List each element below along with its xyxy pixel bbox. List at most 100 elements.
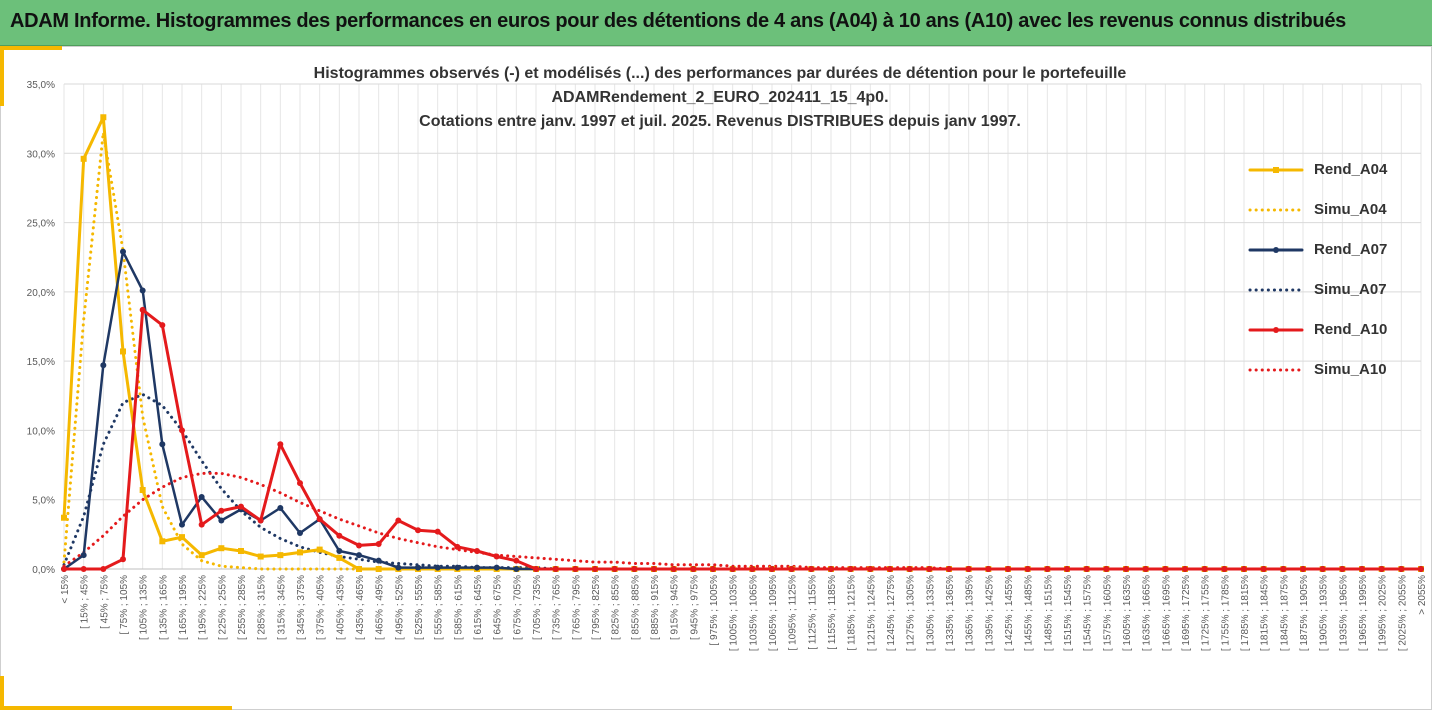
data-point-rend_a10: [297, 480, 303, 487]
x-tick-label: [ 1785% ; 1815%: [1240, 575, 1251, 651]
data-point-rend_a10: [218, 507, 225, 514]
x-tick-label: [ 1035% ; 1065%: [748, 575, 759, 651]
x-tick-label: [ 1755% ; 1785%: [1220, 575, 1231, 651]
data-point-rend_a10: [316, 516, 323, 523]
y-tick-label: 10,0%: [27, 426, 55, 437]
legend-swatch-marker: [1273, 167, 1279, 173]
legend-label: Rend_A10: [1314, 321, 1388, 338]
x-tick-label: [ 1665% ; 1695%: [1161, 575, 1172, 651]
accent-bar-top: [0, 46, 62, 50]
legend-swatch-marker: [1273, 247, 1279, 253]
x-tick-label: [ 495% ; 525%: [394, 575, 405, 640]
chart-title-line-1: Histogrammes observés (-) et modélisés (…: [313, 65, 1127, 82]
data-point-rend_a10: [277, 441, 284, 448]
data-point-rend_a04: [100, 114, 107, 121]
data-point-rend_a10: [61, 566, 67, 572]
data-point-rend_a10: [434, 528, 441, 535]
x-tick-label: [ 1845% ; 1875%: [1279, 575, 1290, 651]
data-point-rend_a07: [415, 564, 421, 571]
x-tick-label: [ 2025% ; 2055%: [1397, 575, 1408, 651]
data-point-rend_a10: [120, 556, 126, 563]
data-point-rend_a10: [336, 532, 343, 539]
accent-bar-left-bottom: [0, 676, 4, 710]
data-point-rend_a10: [198, 521, 205, 528]
data-point-rend_a07: [100, 362, 107, 369]
x-tick-label: [ 975% ; 1005%: [709, 575, 720, 646]
data-point-rend_a10: [592, 566, 598, 572]
legend-label: Rend_A04: [1314, 161, 1388, 178]
data-point-rend_a10: [100, 566, 107, 572]
x-tick-label: [ 1275% ; 1305%: [906, 575, 917, 651]
data-point-rend_a04: [218, 545, 225, 552]
series-line-rend_a10: [62, 308, 1423, 571]
data-point-rend_a10: [1162, 566, 1169, 572]
x-tick-label: [ 195% ; 225%: [198, 575, 209, 640]
x-tick-label: [ 375% ; 405%: [316, 575, 327, 640]
data-point-rend_a10: [710, 566, 716, 572]
data-point-rend_a10: [926, 566, 933, 572]
data-point-rend_a10: [1378, 566, 1385, 572]
x-tick-label: [ 795% ; 825%: [591, 575, 602, 640]
x-tick-label: [ 1005% ; 1035%: [729, 575, 740, 651]
data-point-rend_a10: [906, 566, 913, 572]
y-tick-label: 20,0%: [27, 288, 55, 299]
x-tick-label: [ 1095% ; 1125%: [788, 575, 799, 651]
data-point-rend_a04: [139, 487, 146, 494]
x-tick-label: [ 1635% ; 1665%: [1142, 575, 1153, 651]
data-point-rend_a10: [179, 427, 185, 434]
x-tick-label: [ 525% ; 555%: [414, 575, 425, 640]
chart-title-line-3: Cotations entre janv. 1997 et juil. 2025…: [419, 113, 1021, 130]
legend-swatch: [1248, 167, 1304, 173]
legend-swatch: [1248, 327, 1304, 333]
data-point-rend_a10: [572, 566, 579, 572]
accent-bar-left-top: [0, 46, 4, 106]
x-tick-label: [ 45% ; 75%: [99, 575, 110, 629]
data-point-rend_a10: [651, 566, 657, 572]
data-point-rend_a10: [1319, 566, 1326, 572]
legend-swatch: [1248, 247, 1304, 253]
data-point-rend_a10: [1123, 566, 1129, 572]
x-tick-label: [ 1935% ; 1965%: [1338, 575, 1349, 651]
x-tick-label: [ 855% ; 885%: [630, 575, 641, 640]
data-point-rend_a04: [356, 566, 362, 572]
data-point-rend_a04: [375, 566, 382, 572]
data-point-rend_a07: [198, 493, 205, 500]
data-point-rend_a04: [198, 552, 205, 559]
y-tick-label: 0,0%: [32, 565, 55, 576]
data-point-rend_a10: [729, 566, 736, 572]
x-tick-label: [ 705% ; 735%: [532, 575, 543, 640]
data-point-rend_a10: [1083, 566, 1090, 572]
data-point-rend_a07: [356, 552, 362, 559]
data-point-rend_a04: [159, 538, 166, 545]
data-point-rend_a04: [277, 552, 284, 559]
data-point-rend_a07: [454, 564, 461, 571]
x-tick-label: [ 1335% ; 1365%: [945, 575, 956, 651]
x-tick-label: > 2055%: [1417, 575, 1428, 615]
data-point-rend_a04: [336, 554, 343, 561]
data-point-rend_a04: [257, 553, 264, 560]
legend-item-rend_a04: Rend_A04: [1238, 160, 1388, 180]
x-tick-label: [ 1155% ; 1185%: [827, 575, 838, 650]
series-line-rend_a04: [62, 115, 1423, 571]
legend-swatch: [1248, 208, 1304, 212]
data-point-rend_a07: [513, 566, 520, 572]
report-title: ADAM Informe. Histogrammes des performan…: [10, 10, 1346, 32]
x-tick-label: [ 255% ; 285%: [237, 575, 248, 640]
data-point-rend_a10: [1005, 566, 1011, 572]
data-point-rend_a10: [788, 566, 795, 572]
x-tick-label: [ 75% ; 105%: [119, 575, 130, 635]
x-tick-label: [ 165% ; 195%: [178, 575, 189, 640]
x-tick-label: [ 555% ; 585%: [434, 575, 445, 640]
x-tick-label: [ 435% ; 465%: [355, 575, 366, 640]
data-point-rend_a10: [808, 566, 815, 572]
x-tick-label: [ 645% ; 675%: [493, 575, 504, 640]
data-point-rend_a10: [1221, 566, 1228, 572]
header-banner: ADAM Informe. Histogrammes des performan…: [0, 0, 1432, 46]
x-tick-label: [ 1305% ; 1335%: [925, 575, 936, 651]
data-point-rend_a10: [513, 557, 520, 564]
x-tick-label: [ 915% ; 945%: [670, 575, 681, 640]
y-tick-label: 35,0%: [27, 80, 55, 91]
series-markers-rend_a10: [61, 306, 1424, 572]
x-tick-label: [ 1245% ; 1275%: [886, 575, 897, 651]
x-tick-label: [ 1425% ; 1455%: [1004, 575, 1015, 651]
